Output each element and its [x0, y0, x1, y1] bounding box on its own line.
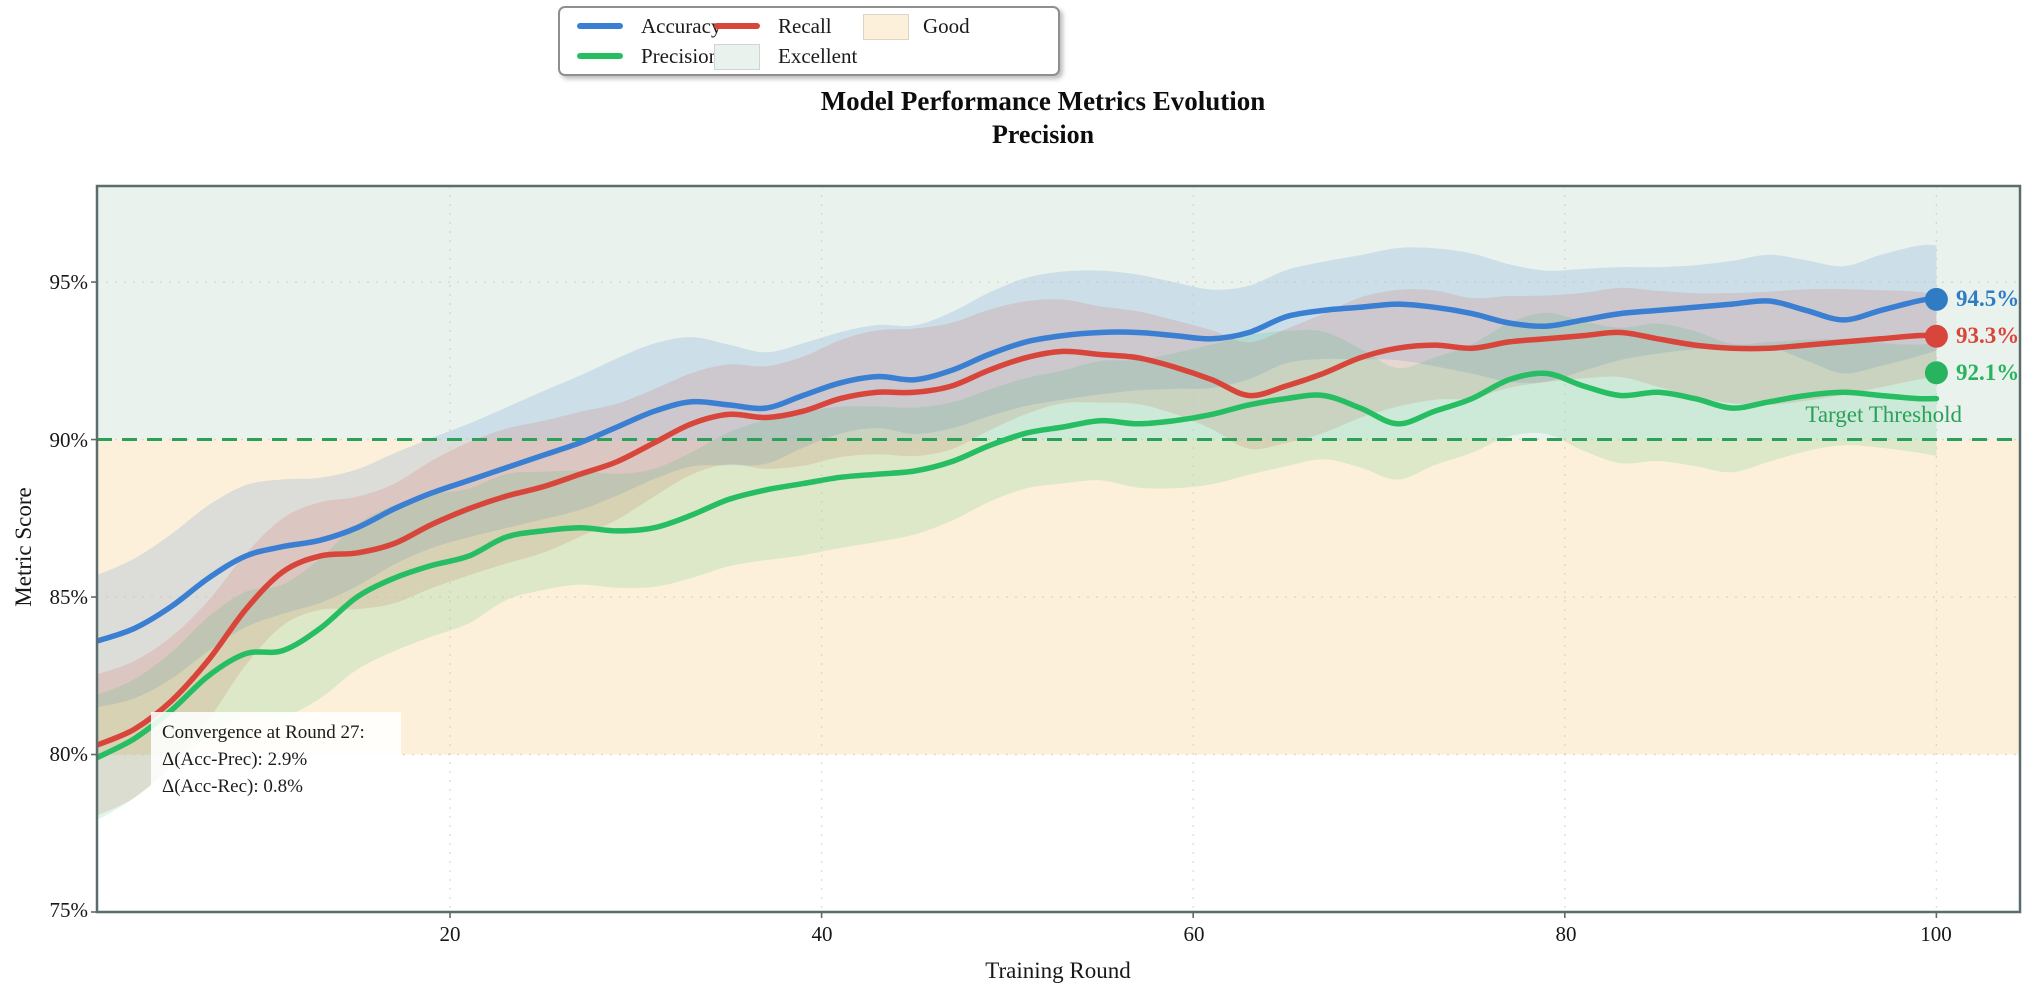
legend-label-accuracy: Accuracy: [641, 14, 722, 38]
excellent-zone-swatch: [714, 44, 760, 70]
legend-label-recall: Recall: [778, 14, 832, 38]
x-tick-80: 80: [1555, 922, 1577, 946]
precision-endpoint-dot: [1924, 361, 1948, 385]
legend-label-precision: Precision: [641, 44, 720, 68]
y-tick-85: 85%: [49, 585, 89, 609]
recall-line-swatch: [714, 23, 760, 29]
precision-endpoint-label: 92.1%: [1956, 360, 2020, 385]
x-tick-60: 60: [1183, 922, 1205, 946]
metric-lines: [97, 295, 1940, 761]
legend-label-excellent: Excellent: [778, 44, 858, 68]
annotation-line-2: Δ(Acc-Prec): 2.9%: [162, 749, 308, 770]
y-tick-75: 75%: [49, 898, 89, 922]
x-tick-40: 40: [811, 922, 833, 946]
chart-subtitle: Precision: [991, 120, 1095, 149]
accuracy-confidence-band: [97, 244, 1937, 708]
x-axis-label: Training Round: [985, 958, 1131, 983]
recall-line: [97, 329, 1940, 748]
convergence-annotation: Convergence at Round 27: Δ(Acc-Prec): 2.…: [151, 712, 401, 807]
annotation-line-3: Δ(Acc-Rec): 0.8%: [162, 776, 303, 797]
y-tick-80: 80%: [49, 742, 89, 766]
y-tick-90: 90%: [49, 428, 89, 452]
good-zone-swatch: [863, 14, 909, 40]
accuracy-line-swatch: [577, 23, 623, 29]
target-threshold-label: Target Threshold: [1805, 402, 1962, 427]
chart-title: Model Performance Metrics Evolution: [820, 86, 1266, 116]
accuracy-endpoint-dot: [1924, 287, 1948, 311]
legend-label-good: Good: [923, 14, 970, 38]
precision-line-swatch: [577, 53, 623, 59]
legend-box: Accuracy Recall Good Precision Excellent: [558, 6, 1060, 76]
recall-endpoint-label: 93.3%: [1956, 323, 2020, 348]
recall-confidence-band: [97, 287, 1937, 816]
y-axis-label: Metric Score: [11, 487, 36, 607]
plot-border: [95, 184, 2022, 914]
accuracy-line: [97, 295, 1940, 644]
y-tick-95: 95%: [49, 270, 89, 294]
x-tick-100: 100: [1920, 922, 1952, 946]
precision-line: [97, 370, 1940, 761]
recall-endpoint-dot: [1924, 324, 1948, 348]
accuracy-endpoint-label: 94.5%: [1956, 286, 2020, 311]
annotation-line-1: Convergence at Round 27:: [162, 722, 365, 743]
tick-marks: [91, 281, 1938, 918]
x-tick-20: 20: [439, 922, 461, 946]
